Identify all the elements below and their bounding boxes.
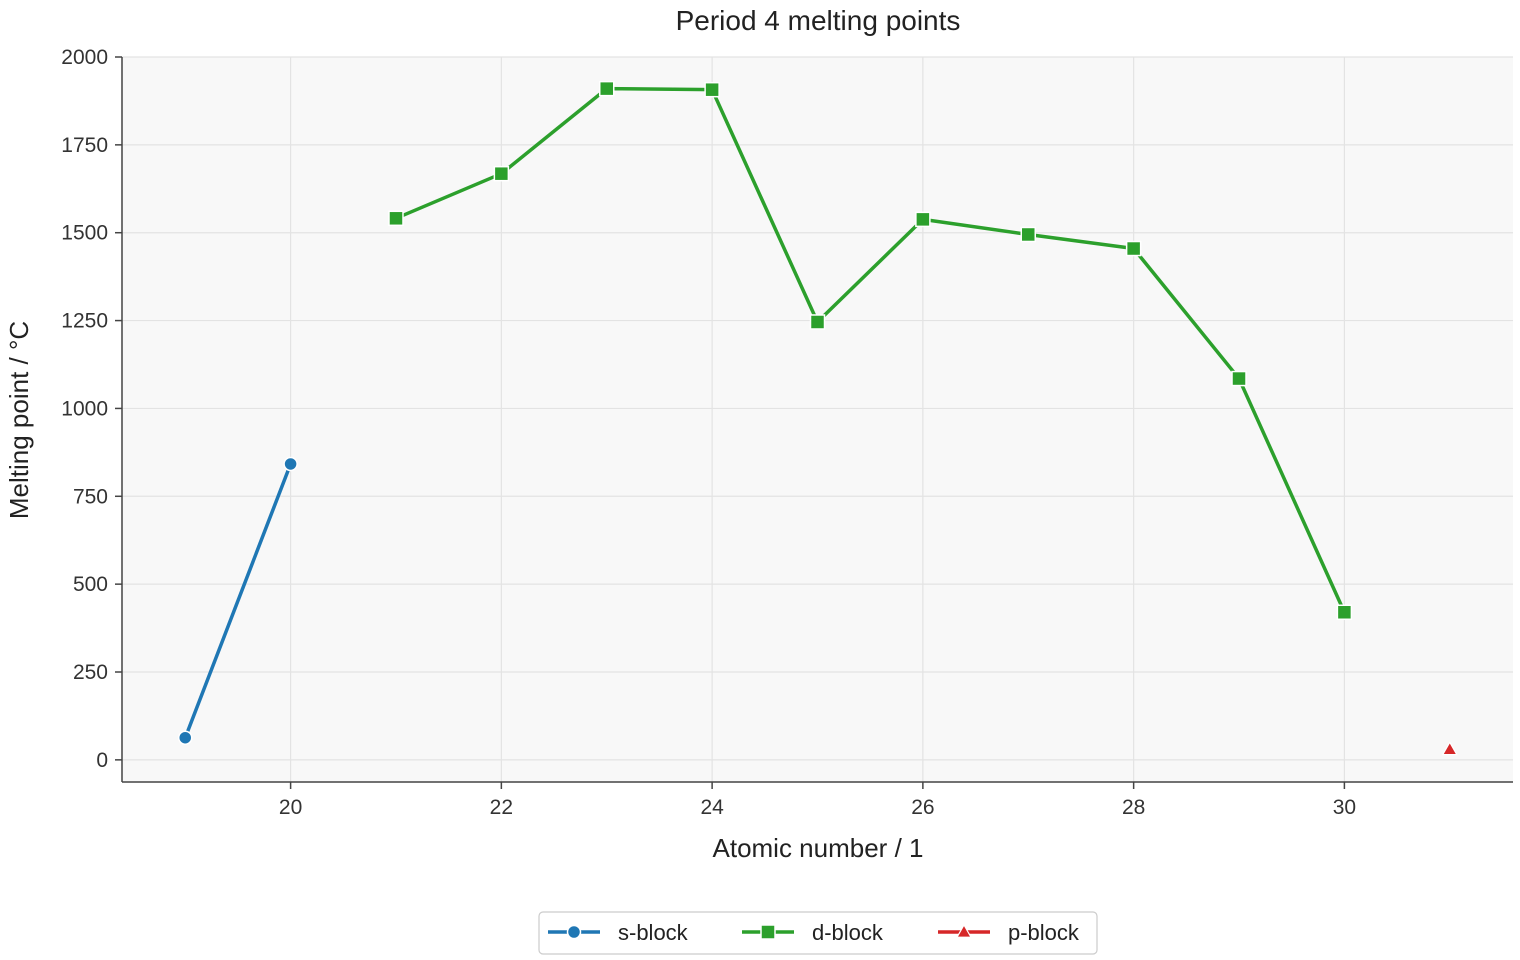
y-tick-label: 2000 [61, 46, 108, 69]
legend-label-p-block: p-block [1008, 920, 1080, 945]
y-tick-label: 1250 [61, 310, 108, 333]
legend: s-block d-block p-block [538, 911, 1098, 955]
x-axis-label: Atomic number / 1 [713, 833, 924, 863]
data-point-d-block [1336, 604, 1353, 621]
series [177, 80, 1458, 756]
series-p-block [1441, 741, 1458, 756]
data-point-d-block [704, 81, 720, 98]
y-tick-label: 0 [96, 749, 108, 772]
x-tick-label: 22 [490, 796, 513, 819]
series-s-block [177, 456, 298, 745]
series-d-block [388, 80, 1353, 621]
x-tick-label: 26 [911, 796, 934, 819]
data-point-d-block [1020, 226, 1037, 243]
series-line-s-block [183, 463, 293, 739]
legend-label-s-block: s-block [618, 920, 689, 945]
data-point-s-block [283, 456, 298, 472]
y-axis-label: Melting point / °C [4, 321, 34, 519]
grid [122, 56, 1513, 782]
data-point-p-block [1441, 741, 1458, 756]
x-tick-label: 28 [1122, 796, 1145, 819]
data-point-d-block [493, 165, 510, 182]
legend-label-d-block: d-block [812, 920, 884, 945]
data-point-d-block [915, 211, 931, 228]
data-point-d-block [388, 210, 404, 227]
x-tick-label: 24 [700, 796, 724, 819]
data-point-d-block [598, 80, 615, 97]
y-tick-label: 1500 [61, 222, 108, 245]
data-point-s-block [177, 730, 193, 745]
plot-area [122, 57, 1513, 782]
x-tick-label: 20 [279, 796, 302, 819]
data-point-d-block [809, 314, 826, 330]
ticks: 20 22 24 26 28 30 0 250 500 750 1000 1250 1500 1750 20… [61, 46, 1356, 819]
legend-marker-d-block [760, 924, 776, 940]
y-tick-label: 750 [73, 485, 108, 508]
axes [121, 57, 1513, 783]
y-tick-label: 250 [73, 661, 108, 684]
y-tick-label: 1000 [61, 397, 108, 420]
legend-marker-s-block [566, 924, 582, 940]
y-tick-label: 1750 [61, 134, 108, 157]
data-point-d-block [1231, 370, 1247, 387]
y-tick-label: 500 [73, 573, 108, 596]
legend-frame [538, 911, 1098, 955]
legend-marker-p-block [955, 923, 973, 938]
chart-title: Period 4 melting points [676, 5, 961, 36]
data-point-d-block [1125, 240, 1142, 257]
legend-item-s-block: s-block [548, 920, 689, 945]
legend-item-d-block: d-block [742, 920, 884, 945]
x-tick-label: 30 [1333, 796, 1356, 819]
series-line-d-block [395, 86, 1346, 613]
legend-item-p-block: p-block [938, 920, 1080, 945]
